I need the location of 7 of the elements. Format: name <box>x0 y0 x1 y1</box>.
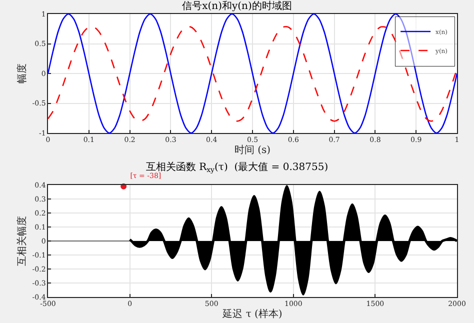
y-axis-title: 幅度 <box>16 64 28 84</box>
x-axis-title: 时间 (s) <box>234 144 271 156</box>
x-axis-title: 延迟 τ (样本) <box>222 308 282 320</box>
y-axis-title: 互相关幅度 <box>16 216 28 266</box>
chart-title: 信号x(n)和y(n)的时域图 <box>182 0 292 12</box>
line-series <box>48 14 457 133</box>
line-series <box>48 26 457 122</box>
